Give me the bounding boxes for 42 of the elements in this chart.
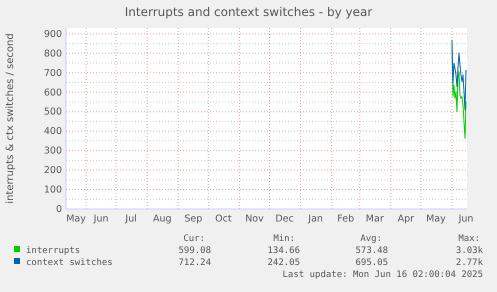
x-tick-label: Aug: [152, 214, 172, 225]
y-tick-label: 900: [44, 28, 62, 40]
y-tick-label: 700: [44, 68, 62, 79]
text: 2.77k: [456, 258, 484, 268]
x-tick-label: Mar: [366, 214, 384, 225]
x-tick-label: Jun: [92, 214, 109, 225]
x-tick-label: Oct: [215, 214, 232, 225]
x-tick-label: Dec: [275, 214, 294, 225]
text: 712.24: [178, 258, 211, 268]
text: 599.08: [178, 246, 211, 256]
line-series: [451, 39, 466, 110]
x-tick-label: Jan: [307, 214, 323, 225]
x-tick-label: Jul: [124, 214, 137, 225]
text: 573.48: [355, 246, 388, 256]
legend-label: context switches: [26, 258, 113, 268]
text: 695.05: [355, 258, 388, 268]
chart-title: Interrupts and context switches - by year: [124, 5, 372, 19]
x-tick-label: Apr: [398, 214, 414, 225]
y-tick-label: 0: [56, 204, 62, 216]
x-tick-label: Feb: [337, 214, 354, 225]
x-tick-label: May: [66, 214, 86, 225]
text: 242.05: [267, 258, 300, 268]
legend-label: interrupts: [26, 246, 80, 256]
y-tick-label: 200: [44, 165, 62, 176]
y-tick-label: 600: [44, 87, 62, 98]
x-tick-label: May: [426, 214, 446, 225]
x-tick-label: Jun: [458, 214, 474, 225]
y-axis-title: interrupts & ctx switches / second: [5, 33, 16, 204]
text: 134.66: [267, 246, 300, 256]
text: Max:: [458, 234, 480, 244]
text: Min:: [273, 234, 295, 244]
text: Avg:: [360, 234, 382, 244]
x-tick-label: Nov: [245, 214, 264, 225]
y-tick-label: 300: [44, 146, 62, 157]
y-tick-label: 100: [44, 184, 62, 196]
text: 3.03k: [456, 246, 484, 256]
y-tick-label: 500: [44, 106, 62, 118]
y-tick-label: 400: [44, 126, 62, 138]
text: Cur:: [183, 234, 205, 244]
x-tick-label: Sep: [184, 214, 202, 225]
text: Last update: Mon Jun 16 02:00:04 2025: [282, 270, 483, 280]
y-tick-label: 800: [44, 48, 62, 60]
